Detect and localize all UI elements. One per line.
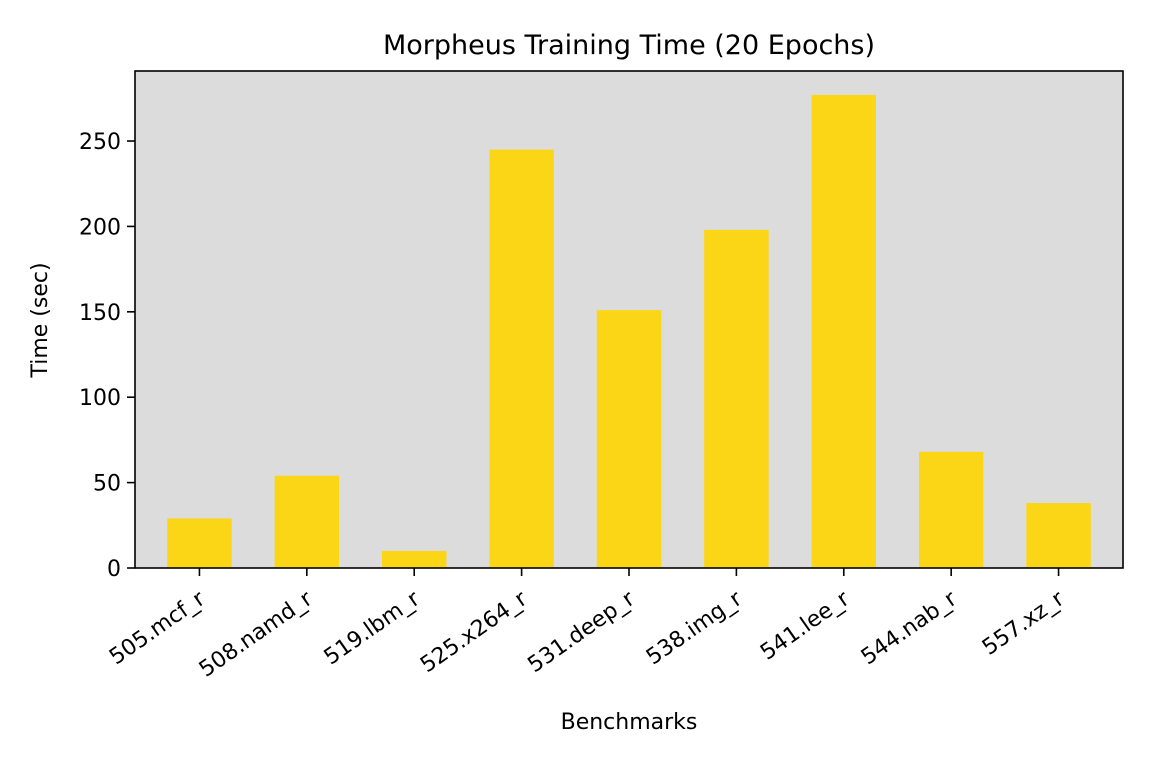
y-tick-label: 100	[79, 386, 121, 411]
bar-525.x264_r	[489, 149, 554, 568]
x-tick-label: 505.mcf_r	[105, 586, 210, 670]
bar-508.namd_r	[274, 475, 340, 568]
x-tick-label: 508.namd_r	[195, 586, 318, 683]
bar-505.mcf_r	[167, 518, 232, 568]
bar-531.deep_r	[596, 310, 662, 568]
y-tick-label: 50	[93, 472, 121, 497]
x-tick-label: 557.xz_r	[978, 586, 1070, 661]
x-tick-label: 544.nab_r	[857, 586, 963, 670]
x-tick-label: 519.lbm_r	[320, 586, 426, 670]
x-axis-label: Benchmarks	[561, 710, 698, 735]
y-axis-label: Time (sec)	[28, 262, 53, 378]
y-tick-label: 200	[79, 215, 121, 240]
x-tick-label: 531.deep_r	[524, 586, 641, 678]
y-tick-label: 250	[79, 130, 121, 155]
bar-541.lee_r	[811, 94, 876, 569]
chart-title: Morpheus Training Time (20 Epochs)	[383, 30, 875, 61]
bar-519.lbm_r	[382, 550, 447, 568]
y-tick-label: 0	[107, 557, 121, 582]
bars-group	[167, 94, 1091, 569]
bar-557.xz_r	[1026, 503, 1091, 568]
y-tick-label: 150	[79, 301, 121, 326]
bar-538.img_r	[704, 229, 769, 568]
y-axis: 0 50 100 150 200 250	[79, 130, 135, 582]
bar-544.nab_r	[918, 451, 984, 568]
plot-frame	[134, 70, 1124, 569]
x-tick-label: 525.x264_r	[416, 586, 533, 678]
x-tick-label: 541.lee_r	[756, 586, 855, 666]
x-tick-label: 538.img_r	[642, 586, 748, 670]
